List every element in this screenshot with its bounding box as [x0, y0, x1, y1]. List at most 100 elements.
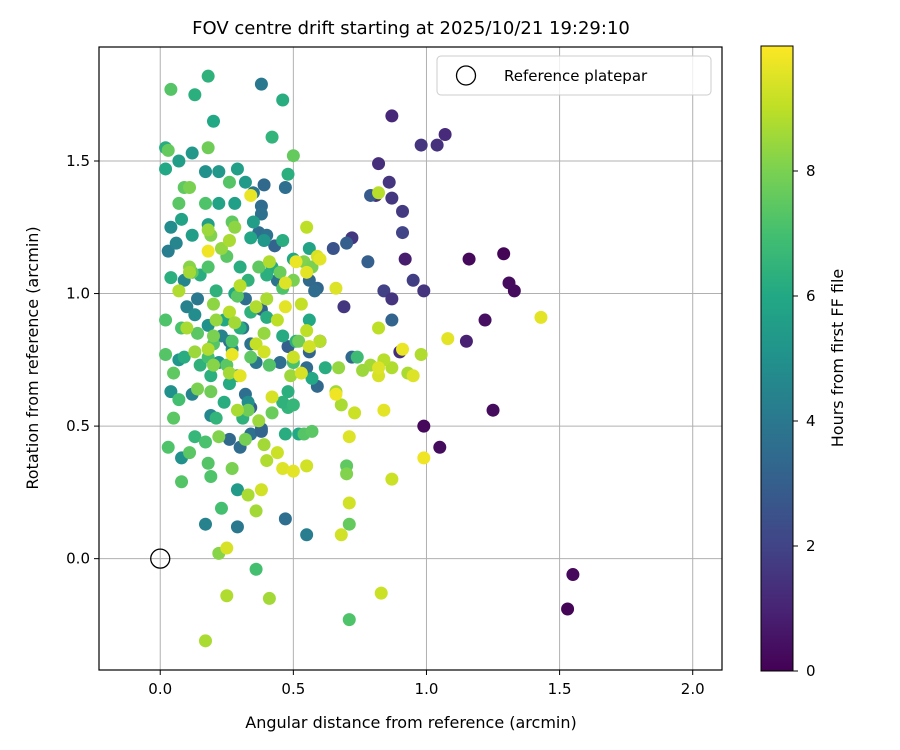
data-point	[222, 366, 236, 380]
data-point	[257, 234, 271, 248]
data-point	[377, 403, 391, 417]
legend-label: Reference platepar	[504, 67, 648, 85]
data-point	[342, 496, 356, 510]
legend: Reference platepar	[436, 55, 712, 96]
data-point	[396, 204, 410, 218]
data-point	[308, 284, 322, 298]
data-point	[262, 358, 276, 372]
x-tick-label: 2.0	[681, 680, 705, 698]
data-point	[198, 634, 212, 648]
grid-lines	[99, 47, 722, 670]
data-point	[414, 138, 428, 152]
y-tick-label: 1.0	[66, 285, 90, 303]
data-point	[260, 454, 274, 468]
data-point	[478, 313, 492, 327]
data-point	[233, 279, 247, 293]
x-tick-label: 1.0	[415, 680, 439, 698]
colorbar-tick-label: 8	[806, 162, 816, 180]
data-point	[329, 281, 343, 295]
data-point	[262, 591, 276, 605]
data-point	[233, 260, 247, 274]
data-point	[244, 188, 258, 202]
data-point	[188, 308, 202, 322]
data-point	[300, 324, 314, 338]
colorbar-tick-label: 4	[806, 412, 816, 430]
data-point	[175, 212, 189, 226]
data-point	[257, 178, 271, 192]
data-point	[278, 512, 292, 526]
data-point	[332, 361, 346, 375]
data-point	[361, 255, 375, 269]
data-point	[406, 369, 420, 383]
y-axis-label: Rotation from reference (arcmin)	[23, 226, 42, 489]
data-point	[278, 276, 292, 290]
data-point	[206, 329, 220, 343]
data-point	[398, 252, 412, 266]
colorbar-tick-label: 0	[806, 662, 816, 680]
data-point	[396, 226, 410, 240]
data-point	[459, 334, 473, 348]
data-point	[220, 589, 234, 603]
data-point	[238, 175, 252, 189]
data-point	[214, 241, 228, 255]
data-point	[225, 462, 239, 476]
data-point	[220, 541, 234, 555]
data-point	[417, 451, 431, 465]
data-point	[164, 220, 178, 234]
data-point	[225, 334, 239, 348]
data-point	[188, 345, 202, 359]
data-point	[342, 613, 356, 627]
data-point	[260, 268, 274, 282]
data-point	[206, 114, 220, 128]
data-point	[305, 424, 319, 438]
data-point	[241, 488, 255, 502]
y-tick-label: 0.5	[66, 417, 90, 435]
data-point	[185, 146, 199, 160]
data-point	[249, 300, 263, 314]
data-point	[566, 568, 580, 582]
data-point	[385, 292, 399, 306]
data-point	[286, 398, 300, 412]
data-point	[222, 305, 236, 319]
data-point	[198, 196, 212, 210]
data-point	[382, 175, 396, 189]
data-point	[230, 403, 244, 417]
data-point	[260, 292, 274, 306]
data-point	[198, 435, 212, 449]
data-point	[161, 440, 175, 454]
data-point	[302, 241, 316, 255]
data-point	[385, 109, 399, 123]
data-point	[204, 369, 218, 383]
y-axis-ticks: 0.0 0.5 1.0 1.5	[66, 152, 99, 568]
data-point	[292, 334, 306, 348]
data-point	[212, 196, 226, 210]
data-point	[180, 300, 194, 314]
data-point	[257, 345, 271, 359]
data-point	[230, 520, 244, 534]
data-point	[534, 310, 548, 324]
data-point	[167, 411, 181, 425]
data-point	[201, 244, 215, 258]
data-point	[249, 504, 263, 518]
data-point	[273, 265, 287, 279]
data-point	[209, 411, 223, 425]
data-point	[201, 456, 215, 470]
data-point	[249, 337, 263, 351]
data-point	[260, 310, 274, 324]
data-point	[276, 395, 290, 409]
data-point	[561, 602, 575, 616]
data-point	[212, 430, 226, 444]
data-point	[433, 440, 447, 454]
data-point	[374, 586, 388, 600]
data-point	[340, 467, 354, 481]
data-point	[270, 313, 284, 327]
data-point	[198, 517, 212, 531]
data-point	[164, 271, 178, 285]
data-point	[284, 369, 298, 383]
data-point	[385, 313, 399, 327]
data-point	[172, 284, 186, 298]
data-point	[252, 414, 266, 428]
legend-box	[436, 55, 712, 96]
data-point	[372, 186, 386, 200]
data-point	[222, 432, 236, 446]
